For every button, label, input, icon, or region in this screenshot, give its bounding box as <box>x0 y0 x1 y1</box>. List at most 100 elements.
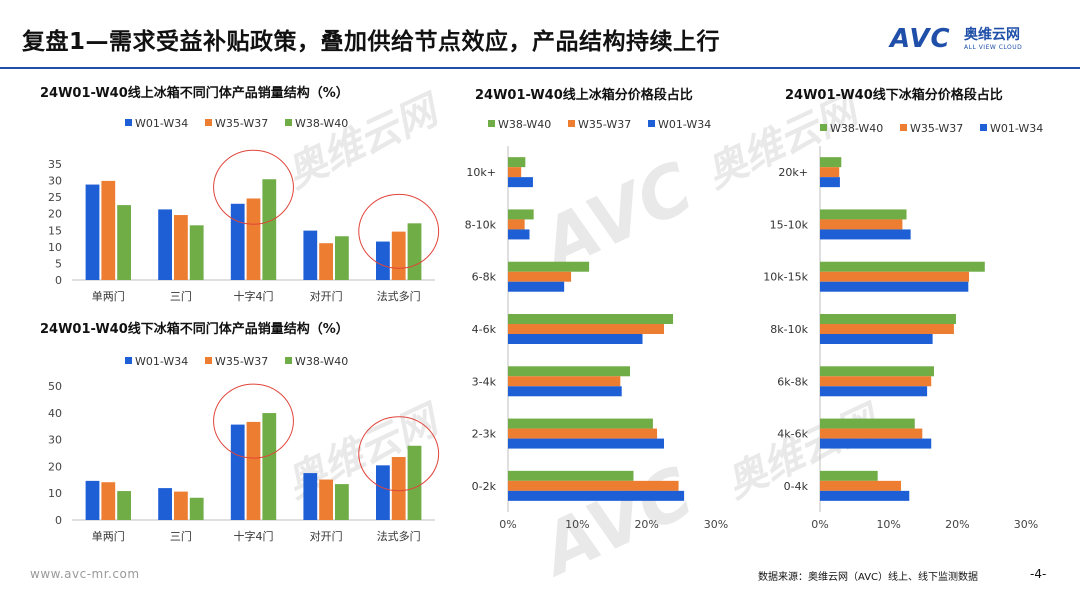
bar-w35-w37 <box>820 219 903 230</box>
bar-w38-w40 <box>262 179 277 280</box>
bar-w01-w34 <box>508 386 622 397</box>
bar-w01-w34 <box>820 177 840 188</box>
bar-w38-w40 <box>508 418 653 429</box>
footer-url: www.avc-mr.com <box>30 567 140 581</box>
offline-price-band-chart: 24W01-W40线下冰箱分价格段占比 W38-W40 W35-W37 W01-W3… <box>755 72 1080 552</box>
bar-w01-w34 <box>158 209 173 280</box>
bar-w01-w34 <box>820 438 932 449</box>
bar-w38-w40 <box>820 366 934 377</box>
bar-w35-w37 <box>508 428 658 439</box>
bar-w35-w37 <box>508 167 522 178</box>
y-tick-label: 35 <box>48 158 62 171</box>
bar-w35-w37 <box>820 428 923 439</box>
bar-w38-w40 <box>508 261 590 272</box>
y-tick-label: 10 <box>48 241 62 254</box>
bar-w01-w34 <box>376 241 390 280</box>
highlight-circle <box>358 416 440 492</box>
bar-w38-w40 <box>508 314 674 324</box>
bar-w01-w34 <box>820 334 933 344</box>
bar-w38-w40 <box>189 497 204 520</box>
bar-w38-w40 <box>508 366 631 377</box>
y-tick-label: 5 <box>55 257 62 270</box>
category-label: 8k-10k <box>770 323 808 336</box>
y-tick-label: 40 <box>48 407 62 420</box>
legend-label: W35-W37 <box>215 117 268 130</box>
y-tick-label: 30 <box>48 175 62 188</box>
chart-title: 24W01-W40线下冰箱分价格段占比 <box>785 88 1003 103</box>
y-tick-label: 20 <box>48 460 62 473</box>
bar-w38-w40 <box>820 418 915 429</box>
bar-w35-w37 <box>101 482 116 520</box>
y-tick-label: 25 <box>48 191 62 204</box>
highlight-circle <box>213 383 294 459</box>
bar-w38-w40 <box>820 261 985 272</box>
title-divider <box>0 67 1080 69</box>
bar-w38-w40 <box>407 445 422 520</box>
bar-w01-w34 <box>508 177 533 188</box>
category-label: 对开门 <box>310 529 343 543</box>
online-door-type-chart: 24W01-W40线上冰箱不同门体产品销量结构（%） W01-W34 W35-W3… <box>0 72 455 312</box>
category-label: 8-10k <box>465 218 497 231</box>
legend-swatch <box>205 357 212 364</box>
bar-w38-w40 <box>334 236 349 280</box>
category-label: 法式多门 <box>377 289 421 303</box>
bar-w01-w34 <box>820 490 910 501</box>
x-tick-label: 20% <box>634 518 658 531</box>
legend-swatch <box>125 119 132 126</box>
category-label: 对开门 <box>310 289 343 303</box>
online-price-band-chart: 24W01-W40线上冰箱分价格段占比 W38-W40 W35-W37 W01-W3… <box>455 72 755 552</box>
bar-w35-w37 <box>101 180 116 280</box>
online-door-type-plot: W01-W34 W35-W37 W38-W40 0 5 10 15 20 25 30 35 单两门 三门… <box>48 117 440 303</box>
highlight-circle <box>358 193 440 269</box>
category-label: 2-3k <box>472 428 497 441</box>
bar-w35-w37 <box>391 231 406 280</box>
bar-w01-w34 <box>508 490 685 501</box>
bar-w38-w40 <box>189 225 204 280</box>
x-tick-label: 10% <box>876 518 900 531</box>
logo-chinese-name: 奥维云网 <box>964 27 1020 43</box>
bar-w38-w40 <box>820 157 842 168</box>
legend-swatch <box>285 119 292 126</box>
bar-w35-w37 <box>508 324 664 334</box>
bar-w01-w34 <box>820 386 928 397</box>
legend-swatch <box>648 120 655 127</box>
bar-w01-w34 <box>508 281 565 292</box>
legend-swatch <box>488 120 495 127</box>
legend-label: W35-W37 <box>910 122 963 135</box>
bar-w35-w37 <box>508 480 679 491</box>
bar-w38-w40 <box>508 157 526 168</box>
bar-w35-w37 <box>820 167 840 178</box>
x-tick-label: 10% <box>565 518 589 531</box>
bar-w35-w37 <box>391 457 406 520</box>
bar-w38-w40 <box>508 209 534 220</box>
bar-w35-w37 <box>820 480 902 491</box>
category-label: 单两门 <box>92 289 125 303</box>
page-number: -4- <box>1030 567 1047 581</box>
category-label: 三门 <box>170 289 192 303</box>
bar-w38-w40 <box>820 209 907 220</box>
bar-w35-w37 <box>319 479 333 520</box>
bar-w35-w37 <box>820 271 970 282</box>
legend-label: W01-W34 <box>990 122 1043 135</box>
bar-w01-w34 <box>230 203 245 280</box>
legend-swatch <box>205 119 212 126</box>
category-label: 3-4k <box>472 375 497 388</box>
avc-logo: AVC 奥维云网 ALL VIEW CLOUD <box>890 22 1060 58</box>
bar-w01-w34 <box>230 424 245 520</box>
category-label: 十字4门 <box>234 529 274 543</box>
y-tick-label: 10 <box>48 487 62 500</box>
legend-label: W01-W34 <box>135 117 188 130</box>
bar-w38-w40 <box>820 314 956 324</box>
bar-w35-w37 <box>508 219 525 230</box>
y-tick-label: 15 <box>48 224 62 237</box>
legend-swatch <box>980 124 987 131</box>
legend-label: W01-W34 <box>135 355 188 368</box>
category-label: 6-8k <box>472 271 497 284</box>
legend-swatch <box>125 357 132 364</box>
legend-label: W35-W37 <box>578 118 631 131</box>
y-tick-label: 20 <box>48 208 62 221</box>
page-title: 复盘1—需求受益补贴政策，叠加供给节点效应，产品结构持续上行 <box>22 29 721 55</box>
bar-w35-w37 <box>508 271 572 282</box>
y-tick-label: 30 <box>48 434 62 447</box>
category-label: 4k-6k <box>777 428 808 441</box>
